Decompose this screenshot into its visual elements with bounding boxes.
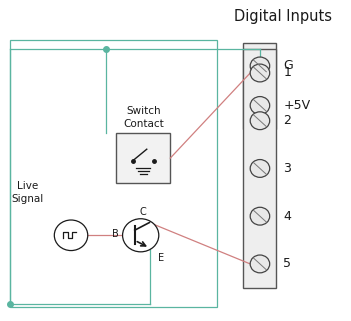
Text: Live
Signal: Live Signal [12, 181, 44, 204]
Bar [10, 39, 217, 307]
Text: G: G [284, 59, 293, 73]
Circle shape [250, 160, 270, 178]
Bar [243, 43, 277, 129]
Text: C: C [139, 207, 146, 217]
Text: +5V: +5V [284, 99, 311, 112]
Circle shape [250, 207, 270, 225]
Text: E: E [158, 253, 164, 263]
Circle shape [122, 219, 159, 252]
Text: 5: 5 [284, 257, 291, 270]
Text: Switch
Contact: Switch Contact [123, 106, 164, 129]
Circle shape [250, 64, 270, 82]
Text: B: B [112, 229, 119, 239]
Bar [243, 49, 277, 288]
Text: 2: 2 [284, 114, 291, 127]
Text: Digital Inputs: Digital Inputs [234, 9, 332, 24]
Circle shape [250, 97, 270, 114]
Circle shape [250, 57, 270, 75]
Text: 4: 4 [284, 210, 291, 223]
Text: 1: 1 [284, 66, 291, 80]
Text: 3: 3 [284, 162, 291, 175]
Bar [116, 134, 170, 183]
Circle shape [54, 220, 88, 251]
Circle shape [250, 255, 270, 273]
Circle shape [250, 112, 270, 130]
